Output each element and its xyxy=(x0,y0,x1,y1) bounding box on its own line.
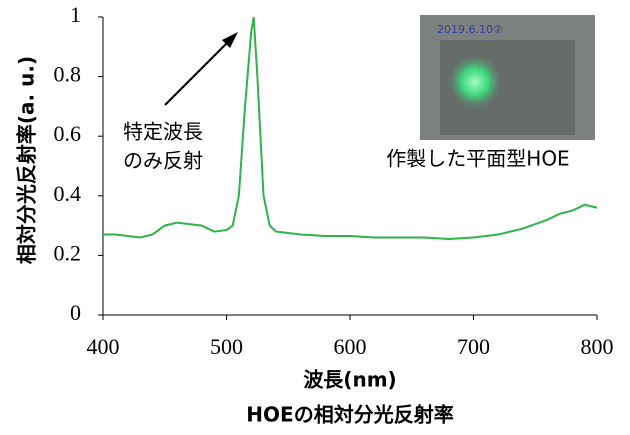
y-tick-label: 0.6 xyxy=(54,121,82,146)
y-tick-label: 0.8 xyxy=(54,62,82,87)
chart: 2019.6.10② 特定波長 のみ反射 作製した平面型HOE 波長(nm) H… xyxy=(0,0,630,435)
annotation: のみ反射 xyxy=(123,149,203,173)
x-tick-label: 800 xyxy=(581,334,614,359)
arrow xyxy=(165,37,233,105)
annotation: 特定波長 xyxy=(123,120,203,144)
x-axis-label: 波長(nm) xyxy=(303,368,396,392)
y-axis-label: 相対分光反射率(a. u.) xyxy=(15,56,39,264)
y-tick-label: 0 xyxy=(70,300,81,325)
x-tick-label: 700 xyxy=(457,334,490,359)
x-tick-label: 400 xyxy=(87,334,120,359)
hoe-glow xyxy=(447,54,503,110)
photo: 2019.6.10② xyxy=(420,15,595,140)
y-tick-label: 0.2 xyxy=(54,240,82,265)
chart-title: HOEの相対分光反射率 xyxy=(246,403,453,427)
x-tick-label: 600 xyxy=(334,334,367,359)
x-tick-label: 500 xyxy=(210,334,243,359)
annotation: 作製した平面型HOE xyxy=(386,147,569,171)
y-tick-label: 1 xyxy=(70,2,81,27)
photo-label: 2019.6.10② xyxy=(437,23,503,36)
y-tick-label: 0.4 xyxy=(54,181,82,206)
